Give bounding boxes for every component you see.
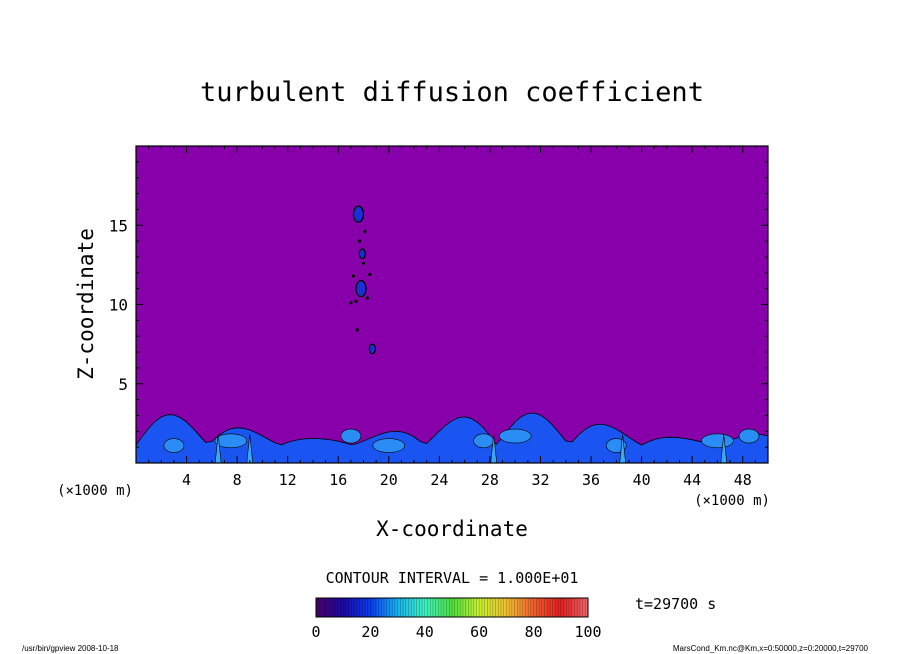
- speck: [354, 299, 358, 303]
- x-tick-label: 36: [582, 471, 600, 489]
- colorbar-tick-label: 0: [311, 623, 320, 641]
- footer-left: /usr/bin/gpview 2008-10-18: [22, 644, 119, 653]
- colorbar-fill: [315, 597, 589, 618]
- y-tick-label: 10: [109, 296, 128, 315]
- patch: [368, 343, 376, 355]
- x-unit-right: (×1000 m): [694, 493, 770, 509]
- y-ticks: 5 10 15: [109, 161, 768, 448]
- x-tick-label: 20: [380, 471, 398, 489]
- patch: [358, 248, 366, 260]
- surface-swirl: [498, 428, 532, 444]
- colorbar-tick-label: 20: [361, 623, 379, 641]
- speck: [361, 261, 366, 265]
- x-tick-label: 8: [233, 471, 242, 489]
- surface-swirl: [372, 438, 406, 453]
- x-tick-label: 12: [279, 471, 297, 489]
- speck: [349, 301, 353, 305]
- surface-swirl: [214, 433, 248, 449]
- speck: [355, 328, 359, 332]
- x-unit-left: (×1000 m): [57, 483, 133, 499]
- x-tick-label: 24: [430, 471, 448, 489]
- time-label: t=29700 s: [635, 595, 716, 613]
- y-tick-label: 5: [118, 375, 128, 394]
- y-axis-label: Z-coordinate: [74, 228, 98, 380]
- x-tick-label: 40: [633, 471, 651, 489]
- plot-area: [135, 145, 769, 464]
- surface-swirl: [473, 433, 494, 449]
- chart-title: turbulent diffusion coefficient: [200, 77, 704, 108]
- x-tick-label: 4: [182, 471, 191, 489]
- x-axis-label: X-coordinate: [376, 517, 528, 541]
- surface-swirl: [163, 438, 185, 453]
- surface-swirl: [701, 433, 734, 449]
- speck: [368, 272, 372, 276]
- colorbar-tick-label: 80: [525, 623, 543, 641]
- speck: [365, 296, 369, 300]
- colorbar-tick-label: 40: [416, 623, 434, 641]
- y-tick-label: 15: [109, 216, 128, 235]
- field-background: [136, 146, 768, 463]
- colorbar-ticks: 0 20 40 60 80 100: [311, 623, 601, 641]
- speck: [363, 229, 367, 234]
- colorbar-tick-label: 60: [470, 623, 488, 641]
- speck: [358, 239, 362, 243]
- surface-swirl: [738, 428, 760, 444]
- x-tick-label: 44: [683, 471, 701, 489]
- colorbar-tick-label: 100: [574, 623, 601, 641]
- surface-swirl: [340, 428, 362, 444]
- patch: [352, 205, 365, 223]
- speck: [351, 274, 356, 278]
- x-ticks: 4 8 12 16 20 24 28 32 36 40 44 48: [148, 146, 756, 489]
- contour-interval-label: CONTOUR INTERVAL = 1.000E+01: [326, 569, 579, 587]
- patch: [355, 280, 367, 298]
- x-tick-label: 16: [329, 471, 347, 489]
- colorbar: [315, 597, 589, 618]
- x-tick-label: 28: [481, 471, 499, 489]
- x-tick-label: 32: [531, 471, 549, 489]
- x-tick-label: 48: [734, 471, 752, 489]
- footer-right: MarsCond_Km.nc@Km,x=0:50000,z=0:20000,t=…: [673, 644, 869, 653]
